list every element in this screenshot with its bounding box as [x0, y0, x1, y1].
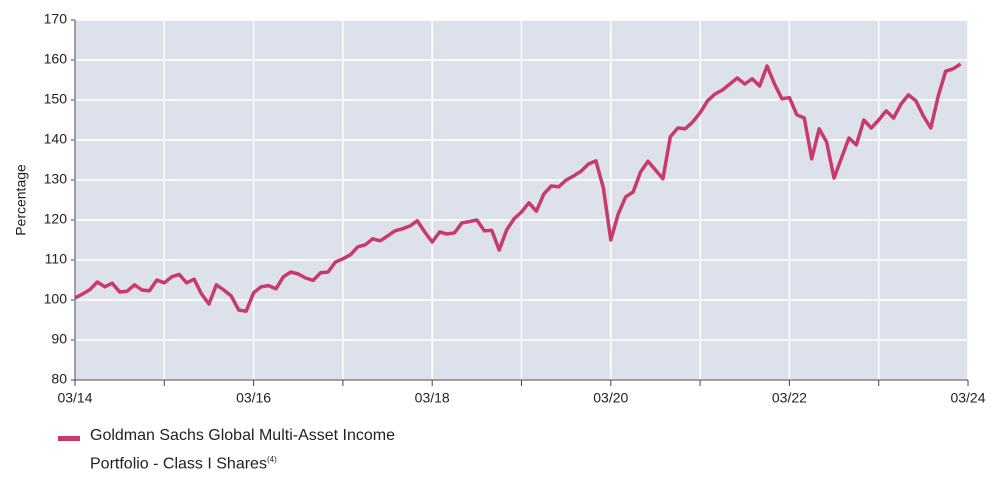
y-tick-label: 120: [44, 211, 68, 227]
y-tick-label: 170: [44, 11, 68, 27]
legend-note: (4): [266, 455, 277, 464]
y-tick-label: 100: [44, 291, 68, 307]
x-tick-label: 03/18: [415, 390, 450, 406]
legend-label: Goldman Sachs Global Multi-Asset Income …: [90, 424, 450, 476]
legend-text: Goldman Sachs Global Multi-Asset Income …: [90, 427, 396, 473]
x-tick-label: 03/14: [57, 390, 92, 406]
y-tick-label: 160: [44, 51, 68, 67]
y-tick-label: 140: [44, 131, 68, 147]
chart: Percentage 80 90 100 110 120 130 140 150 160 170 0…: [13, 11, 986, 406]
y-tick-label: 130: [44, 171, 68, 187]
y-tick-label: 90: [51, 331, 67, 347]
x-tick-label: 03/22: [772, 390, 807, 406]
legend-swatch: [58, 436, 80, 441]
x-tick-label: 03/16: [236, 390, 271, 406]
x-tick-label: 03/24: [950, 390, 985, 406]
y-tick-label: 150: [44, 91, 68, 107]
line: [74, 62, 962, 313]
legend: Goldman Sachs Global Multi-Asset Income …: [58, 427, 450, 476]
y-axis-label: Percentage: [13, 164, 29, 236]
x-tick-label: 03/20: [593, 390, 628, 406]
y-tick-label: 110: [45, 251, 68, 267]
y-tick-label: 80: [51, 371, 67, 387]
